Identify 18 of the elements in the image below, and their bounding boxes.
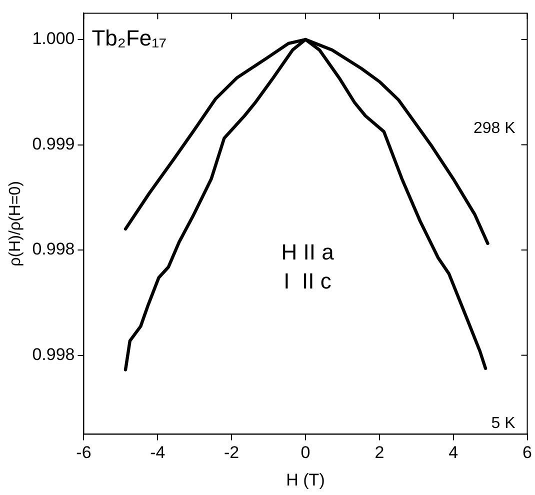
x-axis-title: H (T): [286, 470, 325, 490]
x-tick-label: -4: [150, 443, 166, 462]
text: 5 K: [491, 414, 516, 432]
x-tick-label: 0: [300, 443, 310, 462]
x-tick-label: -6: [76, 443, 92, 462]
annotation: I II c: [284, 268, 332, 294]
text: 298 K: [473, 120, 516, 137]
y-tick-label: 1.000: [32, 29, 75, 48]
annotation: Tb₂Fe₁₇: [92, 25, 167, 50]
x-tick-label: 4: [448, 443, 458, 462]
y-tick-label: 0.999: [32, 134, 75, 154]
x-tick-label: 2: [374, 443, 384, 462]
x-tick-label: 6: [522, 443, 532, 462]
x-tick-label: -2: [224, 443, 240, 462]
y-tick-label: 0.998: [32, 240, 75, 259]
y-axis-title: ρ(H)/ρ(H=0): [7, 181, 24, 266]
y-tick-label: 0.998: [32, 344, 75, 364]
annotation: H II a: [281, 239, 335, 264]
